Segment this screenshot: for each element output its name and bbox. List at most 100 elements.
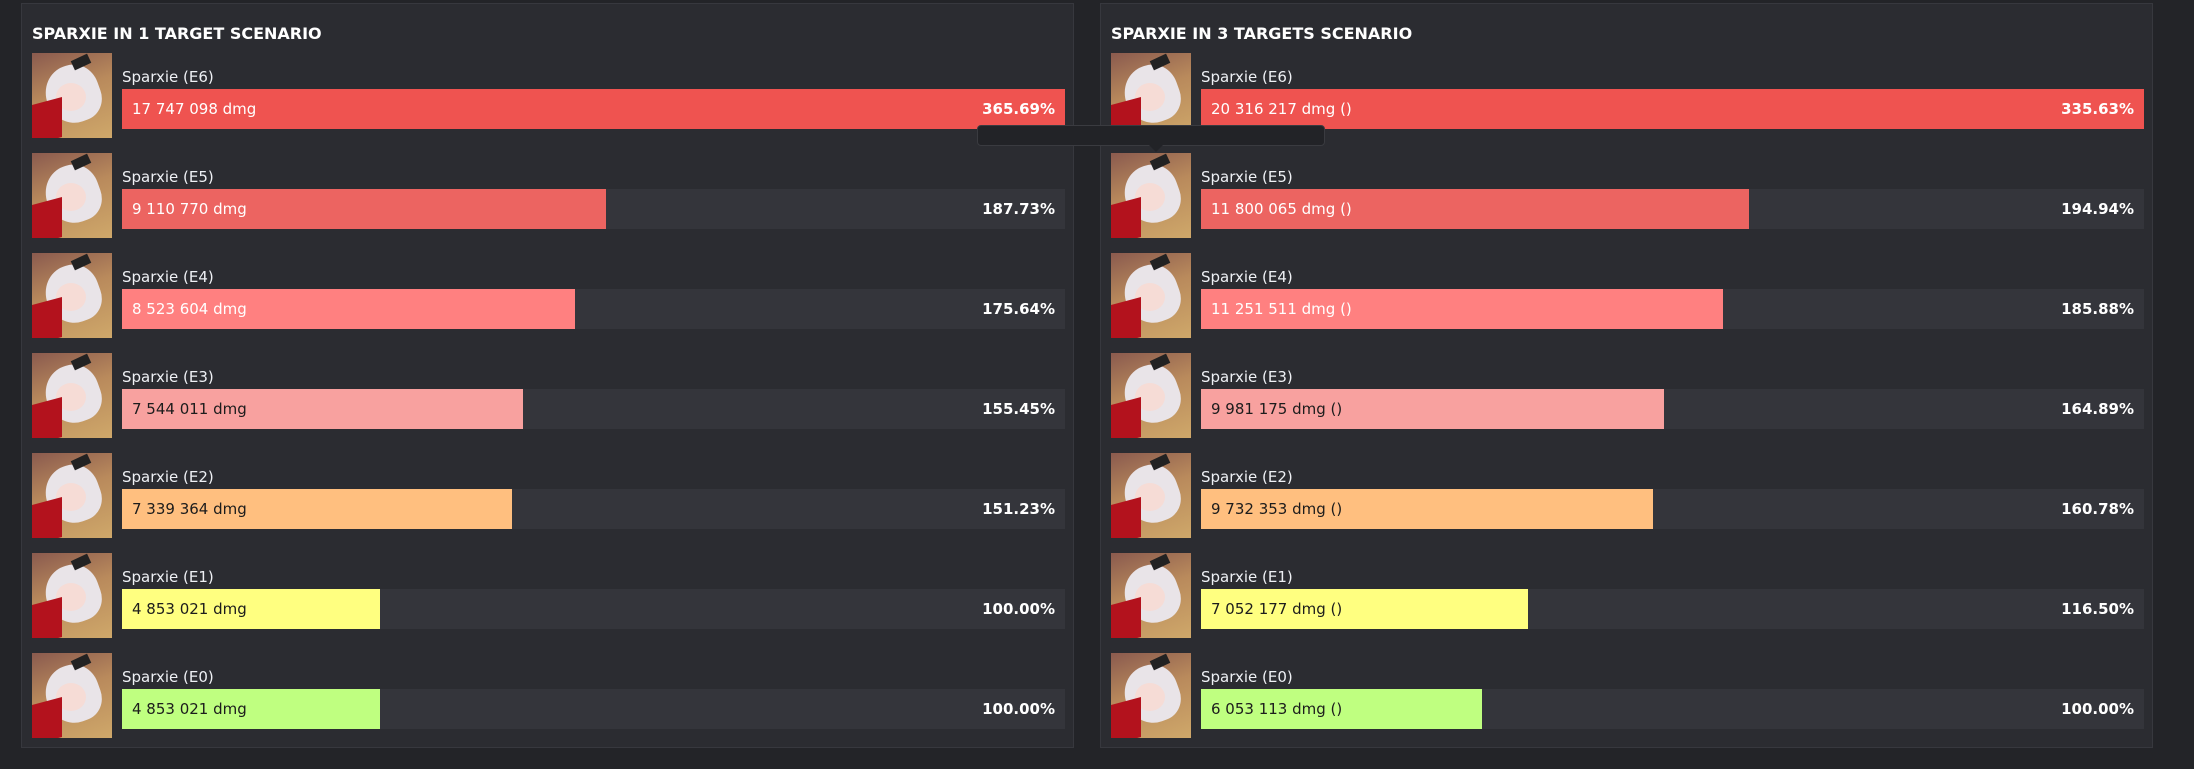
damage-bar-track[interactable]: 11 800 065 dmg () 194.94% [1201, 189, 2144, 229]
damage-bar-track[interactable]: 9 110 770 dmg 187.73% [122, 189, 1065, 229]
damage-value: 7 339 364 dmg [132, 500, 247, 518]
character-row[interactable]: Sparxie (E6) 17 747 098 dmg 365.69% [32, 53, 1065, 138]
damage-bar-track[interactable]: 7 544 011 dmg 155.45% [122, 389, 1065, 429]
character-avatar [32, 353, 112, 438]
damage-percent: 194.94% [2061, 200, 2134, 218]
damage-value: 11 800 065 dmg () [1211, 200, 1352, 218]
character-avatar [32, 553, 112, 638]
character-name: Sparxie (E5) [1201, 168, 1293, 186]
character-name: Sparxie (E3) [122, 368, 214, 386]
damage-bar-fill [1201, 289, 1724, 329]
character-avatar [32, 653, 112, 738]
damage-percent: 160.78% [2061, 500, 2134, 518]
damage-bar-fill [122, 89, 1065, 129]
damage-value: 7 544 011 dmg [132, 400, 247, 418]
damage-value: 9 981 175 dmg () [1211, 400, 1343, 418]
character-row[interactable]: Sparxie (E4) 11 251 511 dmg () 185.88% [1111, 253, 2144, 338]
character-name: Sparxie (E0) [1201, 668, 1293, 686]
damage-bar-track[interactable]: 7 339 364 dmg 151.23% [122, 489, 1065, 529]
character-row[interactable]: Sparxie (E4) 8 523 604 dmg 175.64% [32, 253, 1065, 338]
damage-percent: 365.69% [982, 100, 1055, 118]
damage-value: 9 110 770 dmg [132, 200, 247, 218]
damage-value: 7 052 177 dmg () [1211, 600, 1343, 618]
damage-bar-track[interactable]: 11 251 511 dmg () 185.88% [1201, 289, 2144, 329]
damage-bar-fill [1201, 189, 1749, 229]
character-row[interactable]: Sparxie (E3) 9 981 175 dmg () 164.89% [1111, 353, 2144, 438]
damage-value: 17 747 098 dmg [132, 100, 257, 118]
character-name: Sparxie (E5) [122, 168, 214, 186]
character-row[interactable]: Sparxie (E1) 7 052 177 dmg () 116.50% [1111, 553, 2144, 638]
damage-bar-fill [122, 189, 607, 229]
character-row[interactable]: Sparxie (E5) 9 110 770 dmg 187.73% [32, 153, 1065, 238]
tooltip [977, 125, 1325, 152]
character-name: Sparxie (E6) [122, 68, 214, 86]
damage-bar-fill [122, 589, 380, 629]
damage-bar-track[interactable]: 7 052 177 dmg () 116.50% [1201, 589, 2144, 629]
character-avatar [32, 53, 112, 138]
panel-3-targets: SPARXIE IN 3 TARGETS SCENARIO Sparxie (E… [1100, 3, 2153, 748]
damage-bar-fill [1201, 389, 1665, 429]
damage-bar-track[interactable]: 20 316 217 dmg () 335.63% [1201, 89, 2144, 129]
panel-title: SPARXIE IN 3 TARGETS SCENARIO [1111, 24, 1413, 43]
damage-bar-fill [122, 389, 523, 429]
damage-bar-track[interactable]: 4 853 021 dmg 100.00% [122, 589, 1065, 629]
character-row[interactable]: Sparxie (E5) 11 800 065 dmg () 194.94% [1111, 153, 2144, 238]
character-avatar [1111, 653, 1191, 738]
damage-bar-track[interactable]: 9 981 175 dmg () 164.89% [1201, 389, 2144, 429]
panel-1-target: SPARXIE IN 1 TARGET SCENARIO Sparxie (E6… [21, 3, 1074, 748]
damage-percent: 185.88% [2061, 300, 2134, 318]
character-name: Sparxie (E1) [1201, 568, 1293, 586]
damage-bar-track[interactable]: 17 747 098 dmg 365.69% [122, 89, 1065, 129]
character-avatar [32, 153, 112, 238]
damage-value: 11 251 511 dmg () [1211, 300, 1352, 318]
damage-bar-track[interactable]: 6 053 113 dmg () 100.00% [1201, 689, 2144, 729]
character-name: Sparxie (E1) [122, 568, 214, 586]
character-avatar [1111, 553, 1191, 638]
damage-percent: 187.73% [982, 200, 1055, 218]
damage-percent: 100.00% [2061, 700, 2134, 718]
character-avatar [32, 253, 112, 338]
damage-value: 20 316 217 dmg () [1211, 100, 1352, 118]
damage-bar-fill [122, 289, 575, 329]
damage-percent: 155.45% [982, 400, 1055, 418]
damage-percent: 151.23% [982, 500, 1055, 518]
character-row[interactable]: Sparxie (E2) 7 339 364 dmg 151.23% [32, 453, 1065, 538]
damage-bar-fill [1201, 489, 1653, 529]
character-avatar [1111, 353, 1191, 438]
damage-bar-track[interactable]: 4 853 021 dmg 100.00% [122, 689, 1065, 729]
damage-percent: 116.50% [2061, 600, 2134, 618]
character-avatar [1111, 253, 1191, 338]
character-row[interactable]: Sparxie (E6) 20 316 217 dmg () 335.63% [1111, 53, 2144, 138]
character-avatar [1111, 153, 1191, 238]
damage-bar-track[interactable]: 9 732 353 dmg () 160.78% [1201, 489, 2144, 529]
character-avatar [1111, 53, 1191, 138]
character-avatar [32, 453, 112, 538]
character-row[interactable]: Sparxie (E0) 4 853 021 dmg 100.00% [32, 653, 1065, 738]
character-name: Sparxie (E4) [1201, 268, 1293, 286]
damage-value: 4 853 021 dmg [132, 600, 247, 618]
damage-bar-fill [1201, 689, 1482, 729]
damage-value: 9 732 353 dmg () [1211, 500, 1343, 518]
damage-bar-fill [1201, 589, 1529, 629]
panel-title: SPARXIE IN 1 TARGET SCENARIO [32, 24, 322, 43]
character-avatar [1111, 453, 1191, 538]
damage-bar-fill [122, 689, 380, 729]
damage-percent: 100.00% [982, 600, 1055, 618]
character-row[interactable]: Sparxie (E3) 7 544 011 dmg 155.45% [32, 353, 1065, 438]
damage-percent: 100.00% [982, 700, 1055, 718]
damage-bar-fill [1201, 89, 2144, 129]
damage-value: 8 523 604 dmg [132, 300, 247, 318]
damage-value: 4 853 021 dmg [132, 700, 247, 718]
character-name: Sparxie (E2) [122, 468, 214, 486]
character-row[interactable]: Sparxie (E1) 4 853 021 dmg 100.00% [32, 553, 1065, 638]
character-row[interactable]: Sparxie (E2) 9 732 353 dmg () 160.78% [1111, 453, 2144, 538]
character-name: Sparxie (E2) [1201, 468, 1293, 486]
character-row[interactable]: Sparxie (E0) 6 053 113 dmg () 100.00% [1111, 653, 2144, 738]
damage-bar-fill [122, 489, 512, 529]
damage-percent: 175.64% [982, 300, 1055, 318]
character-name: Sparxie (E4) [122, 268, 214, 286]
damage-value: 6 053 113 dmg () [1211, 700, 1343, 718]
character-name: Sparxie (E0) [122, 668, 214, 686]
damage-bar-track[interactable]: 8 523 604 dmg 175.64% [122, 289, 1065, 329]
character-name: Sparxie (E3) [1201, 368, 1293, 386]
